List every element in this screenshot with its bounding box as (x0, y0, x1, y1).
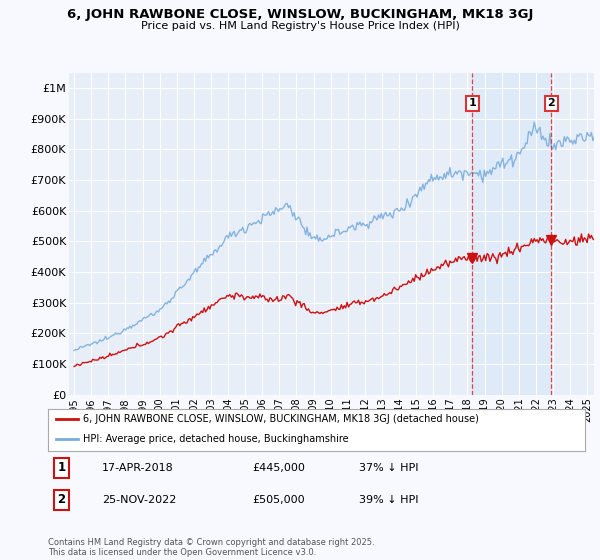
Text: £445,000: £445,000 (252, 463, 305, 473)
Bar (472, 73, 551, 395)
Text: 1: 1 (469, 99, 476, 109)
Text: HPI: Average price, detached house, Buckinghamshire: HPI: Average price, detached house, Buck… (83, 434, 349, 444)
Text: 6, JOHN RAWBONE CLOSE, WINSLOW, BUCKINGHAM, MK18 3GJ (detached house): 6, JOHN RAWBONE CLOSE, WINSLOW, BUCKINGH… (83, 414, 479, 424)
Text: 25-NOV-2022: 25-NOV-2022 (102, 495, 176, 505)
Text: 17-APR-2018: 17-APR-2018 (102, 463, 173, 473)
Text: Contains HM Land Registry data © Crown copyright and database right 2025.
This d: Contains HM Land Registry data © Crown c… (48, 538, 374, 557)
Text: 1: 1 (58, 461, 65, 474)
Text: 6, JOHN RAWBONE CLOSE, WINSLOW, BUCKINGHAM, MK18 3GJ: 6, JOHN RAWBONE CLOSE, WINSLOW, BUCKINGH… (67, 8, 533, 21)
Text: 2: 2 (58, 493, 65, 506)
Text: 37% ↓ HPI: 37% ↓ HPI (359, 463, 419, 473)
Text: 39% ↓ HPI: 39% ↓ HPI (359, 495, 419, 505)
Text: 2: 2 (547, 99, 555, 109)
Text: Price paid vs. HM Land Registry's House Price Index (HPI): Price paid vs. HM Land Registry's House … (140, 21, 460, 31)
Text: £505,000: £505,000 (252, 495, 305, 505)
